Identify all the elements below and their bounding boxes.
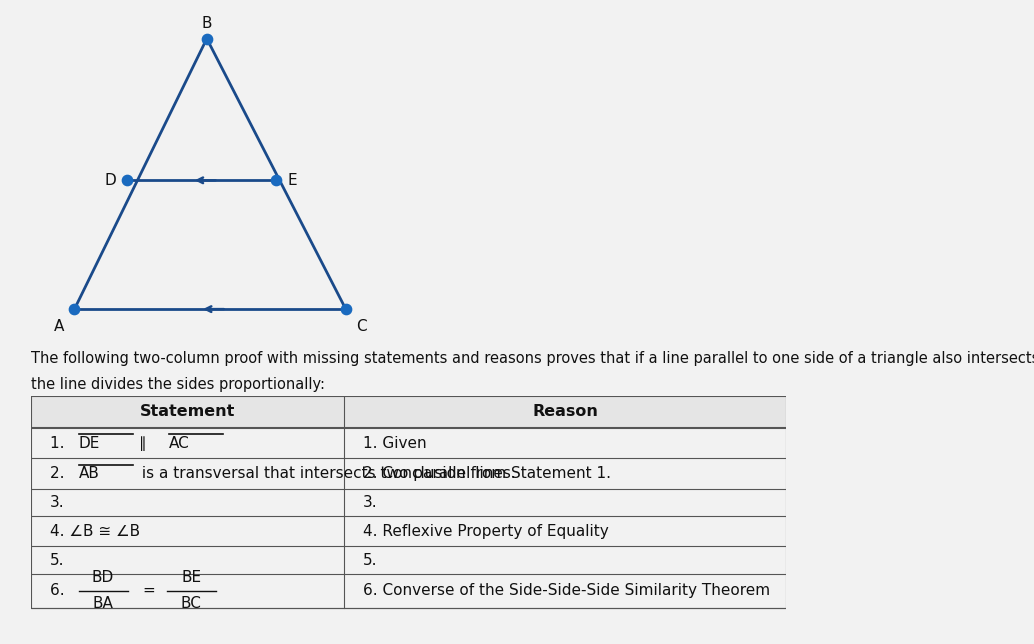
Text: the line divides the sides proportionally:: the line divides the sides proportionall… [31,377,325,392]
Point [268,175,284,185]
Text: A: A [54,319,64,334]
Point [66,304,83,314]
Text: D: D [104,173,116,188]
Text: =: = [143,583,155,598]
Text: 3.: 3. [50,495,64,510]
Text: 2. Conclusion from Statement 1.: 2. Conclusion from Statement 1. [363,466,611,481]
Text: BA: BA [93,596,114,611]
Point [337,304,354,314]
Text: BD: BD [92,570,114,585]
Text: 5.: 5. [363,553,377,567]
Bar [31,396,786,428]
Text: 2.: 2. [50,466,69,481]
Text: BC: BC [181,596,202,611]
Text: AB: AB [79,466,99,481]
Text: 5.: 5. [50,553,64,567]
Point [199,33,215,44]
Text: 4. ∠B ≅ ∠B: 4. ∠B ≅ ∠B [50,524,140,539]
Text: is a transversal that intersects two parallel lines.: is a transversal that intersects two par… [138,466,516,481]
Text: Reason: Reason [533,404,598,419]
Text: 1.: 1. [50,435,69,451]
Text: BE: BE [181,570,202,585]
Text: 6.: 6. [50,583,69,598]
Text: 3.: 3. [363,495,377,510]
Point [119,175,135,185]
Text: ∥: ∥ [139,435,147,451]
Text: 4. Reflexive Property of Equality: 4. Reflexive Property of Equality [363,524,609,539]
Text: The following two-column proof with missing statements and reasons proves that i: The following two-column proof with miss… [31,351,1034,366]
Text: DE: DE [79,435,100,451]
Text: E: E [287,173,298,188]
Text: Statement: Statement [140,404,236,419]
Text: AC: AC [170,435,190,451]
Text: 1. Given: 1. Given [363,435,427,451]
Text: B: B [202,15,212,30]
Text: 6. Converse of the Side-Side-Side Similarity Theorem: 6. Converse of the Side-Side-Side Simila… [363,583,770,598]
Text: C: C [356,319,366,334]
